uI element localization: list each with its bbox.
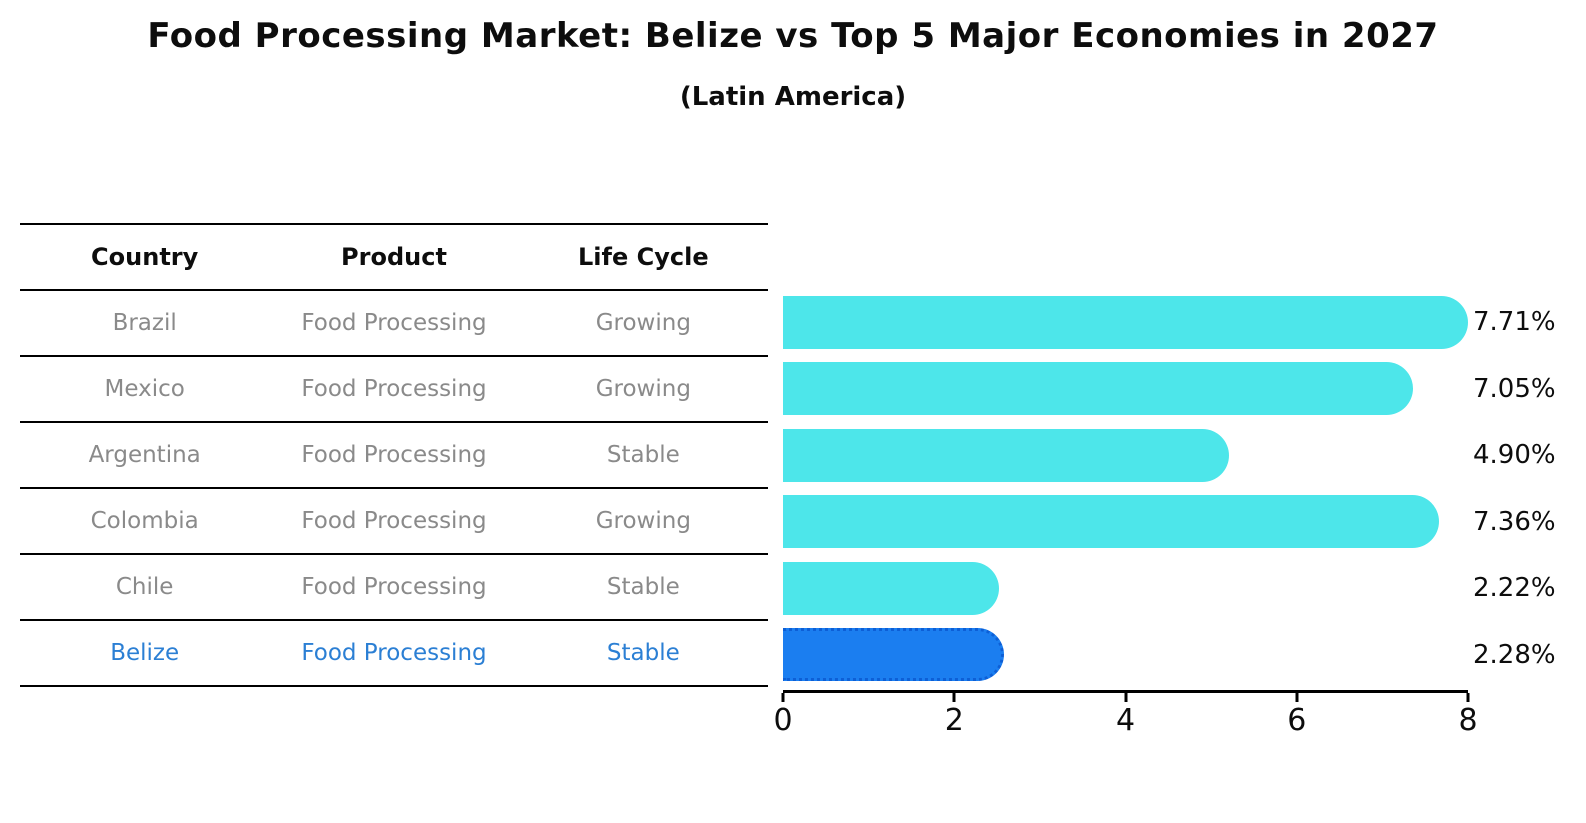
cell-product: Food Processing <box>301 574 487 600</box>
table-header-row: Country Product Life Cycle <box>20 225 768 291</box>
x-axis-tick-label: 0 <box>773 703 793 738</box>
bar-brazil <box>783 295 1468 349</box>
column-header-product: Product <box>341 243 447 271</box>
bar-chile <box>783 561 1000 615</box>
value-label-belize: 2.28% <box>1473 639 1556 670</box>
bar-row-mexico: 7.05% <box>783 356 1556 422</box>
x-axis-tick-label: 8 <box>1458 703 1478 738</box>
value-label-colombia: 7.36% <box>1473 506 1556 537</box>
value-label-mexico: 7.05% <box>1473 373 1556 404</box>
x-axis-tick-label: 4 <box>1115 703 1136 738</box>
cell-life-cycle: Stable <box>606 574 680 600</box>
column-header-life-cycle: Life Cycle <box>578 243 709 271</box>
chart-subtitle: (Latin America) <box>679 82 907 112</box>
bar-mexico <box>783 362 1413 415</box>
value-label-chile: 2.22% <box>1473 573 1556 603</box>
cell-product: Food Processing <box>301 442 487 468</box>
country-table: Country Product Life Cycle Brazil Food P… <box>20 223 768 687</box>
column-header-country: Country <box>91 243 199 271</box>
cell-life-cycle: Growing <box>595 508 691 534</box>
bar-belize <box>783 628 1005 681</box>
x-axis-tick <box>952 693 956 702</box>
cell-country: Argentina <box>88 442 201 468</box>
bar-row-brazil: 7.71% <box>783 289 1556 355</box>
bar-colombia <box>783 495 1440 548</box>
table-row-mexico: Mexico Food Processing Growing <box>20 357 768 423</box>
cell-country: Colombia <box>90 508 199 534</box>
x-axis-tick-label: 6 <box>1287 703 1307 738</box>
x-axis-tick <box>1295 693 1299 702</box>
cell-life-cycle: Growing <box>595 376 691 402</box>
cell-life-cycle: Growing <box>595 310 691 336</box>
value-label-brazil: 7.71% <box>1473 307 1556 337</box>
cell-country: Belize <box>110 640 180 666</box>
bar-argentina <box>783 428 1229 482</box>
table-row-colombia: Colombia Food Processing Growing <box>20 489 768 555</box>
x-axis-tick <box>1466 693 1470 702</box>
chart-title: Food Processing Market: Belize vs Top 5 … <box>147 16 1439 56</box>
cell-country: Mexico <box>104 376 185 402</box>
bar-chart: 7.71% 7.05% 4.90% 7.36% 2.22% 2.28% <box>773 289 1556 738</box>
cell-life-cycle: Stable <box>606 640 680 666</box>
bar-row-chile: 2.22% <box>783 555 1556 621</box>
table-row-brazil: Brazil Food Processing Growing <box>20 291 768 357</box>
cell-product: Food Processing <box>301 508 487 534</box>
table-row-belize: Belize Food Processing Stable <box>20 621 768 687</box>
x-axis-tick <box>1124 693 1127 702</box>
value-label-argentina: 4.90% <box>1473 440 1556 470</box>
table-row-argentina: Argentina Food Processing Stable <box>20 423 768 489</box>
cell-country: Brazil <box>112 310 177 336</box>
x-axis-tick-label: 2 <box>944 703 964 738</box>
cell-product: Food Processing <box>301 640 487 666</box>
plot-area: 7.71% 7.05% 4.90% 7.36% 2.22% 2.28% <box>773 289 1556 738</box>
cell-life-cycle: Stable <box>606 442 680 468</box>
bar-row-colombia: 7.36% <box>783 489 1556 555</box>
bar-row-belize: 2.28% <box>783 622 1556 688</box>
cell-product: Food Processing <box>301 376 487 402</box>
table-row-chile: Chile Food Processing Stable <box>20 555 768 621</box>
x-axis-tick <box>781 693 785 702</box>
cell-product: Food Processing <box>301 310 487 336</box>
bar-row-argentina: 4.90% <box>783 422 1556 488</box>
cell-country: Chile <box>115 574 174 600</box>
x-axis-line <box>783 690 1468 693</box>
